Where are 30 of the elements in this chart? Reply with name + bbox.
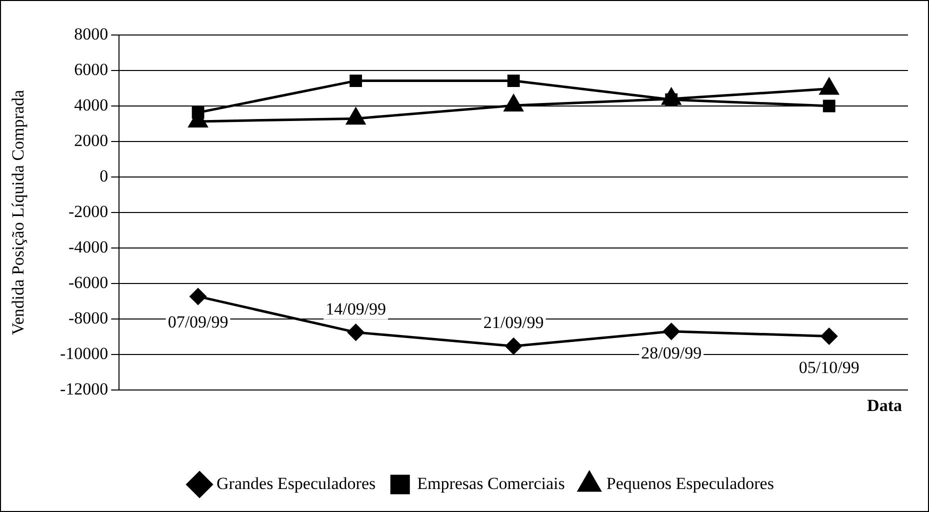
y-tick-label: 4000 — [74, 95, 108, 114]
point — [190, 288, 206, 305]
point — [505, 338, 522, 354]
y-tick-label: -4000 — [68, 237, 108, 256]
y-axis-title: Vendida Posição Líquida Comprada — [8, 90, 28, 336]
x-tick-label: 28/09/99 — [641, 343, 702, 362]
x-tick-label: 05/10/99 — [798, 358, 860, 378]
x-tick-label: 21/09/99 — [483, 313, 544, 332]
point — [820, 328, 838, 344]
point — [663, 323, 680, 340]
legend-label: Grandes Especuladores — [216, 474, 376, 493]
point — [507, 74, 520, 87]
legend-label: Pequenos Especuladores — [606, 474, 774, 493]
x-tick-label: 14/09/99 — [326, 299, 386, 318]
point — [350, 74, 362, 87]
point — [822, 100, 836, 112]
y-tick-label: -10000 — [60, 344, 108, 363]
y-tick-label: -12000 — [60, 379, 108, 398]
point — [192, 106, 204, 119]
point — [348, 324, 364, 341]
y-tick-label: -8000 — [68, 308, 108, 328]
x-tick-label: 07/09/99 — [168, 312, 228, 332]
y-tick-label: 2000 — [74, 130, 108, 150]
y-tick-label: 6000 — [74, 60, 108, 79]
legend-label: Empresas Comerciais — [417, 474, 565, 493]
y-tick-label: -6000 — [68, 272, 108, 292]
x-axis-title: Data — [867, 396, 902, 415]
y-tick-label: 8000 — [74, 24, 108, 44]
y-tick-label: -2000 — [68, 202, 108, 221]
y-tick-label: 0 — [100, 166, 108, 186]
